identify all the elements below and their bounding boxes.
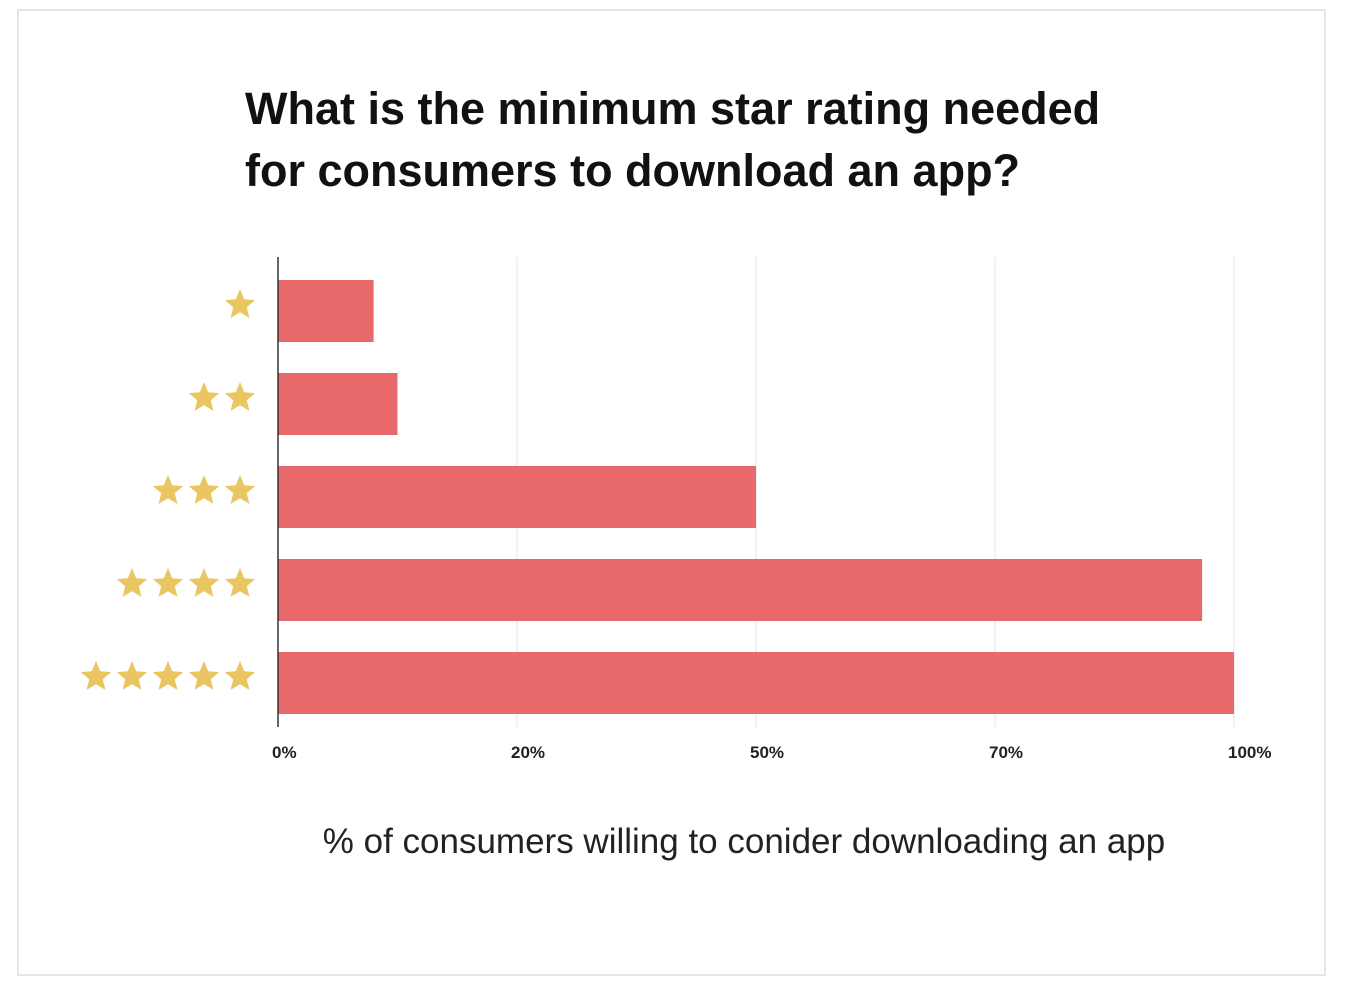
x-tick-label: 100% bbox=[1228, 743, 1271, 762]
star-icon bbox=[152, 661, 184, 690]
star-icon bbox=[80, 661, 112, 690]
star-icon bbox=[224, 661, 256, 690]
bar bbox=[278, 280, 374, 342]
star-icon bbox=[188, 568, 220, 597]
chart-frame bbox=[17, 9, 1326, 976]
x-tick-label: 50% bbox=[750, 743, 784, 762]
star-icon bbox=[224, 382, 256, 411]
star-icon bbox=[224, 289, 256, 318]
x-tick-label: 70% bbox=[989, 743, 1023, 762]
bar bbox=[278, 373, 398, 435]
star-icon bbox=[188, 661, 220, 690]
star-icon bbox=[152, 475, 184, 504]
star-icon bbox=[188, 475, 220, 504]
chart-title: What is the minimum star rating needed f… bbox=[245, 78, 1100, 202]
star-icon bbox=[116, 661, 148, 690]
title-line-2: for consumers to download an app? bbox=[245, 145, 1021, 196]
bar bbox=[278, 652, 1234, 714]
star-icon bbox=[224, 475, 256, 504]
x-tick-label: 20% bbox=[511, 743, 545, 762]
star-icon bbox=[152, 568, 184, 597]
star-icon bbox=[188, 382, 220, 411]
x-axis-label: % of consumers willing to conider downlo… bbox=[322, 822, 1166, 861]
bar bbox=[278, 559, 1203, 621]
title-line-1: What is the minimum star rating needed bbox=[245, 83, 1101, 134]
star-icon bbox=[224, 568, 256, 597]
star-icon bbox=[116, 568, 148, 597]
bar bbox=[278, 466, 756, 528]
x-tick-label: 0% bbox=[272, 743, 297, 762]
